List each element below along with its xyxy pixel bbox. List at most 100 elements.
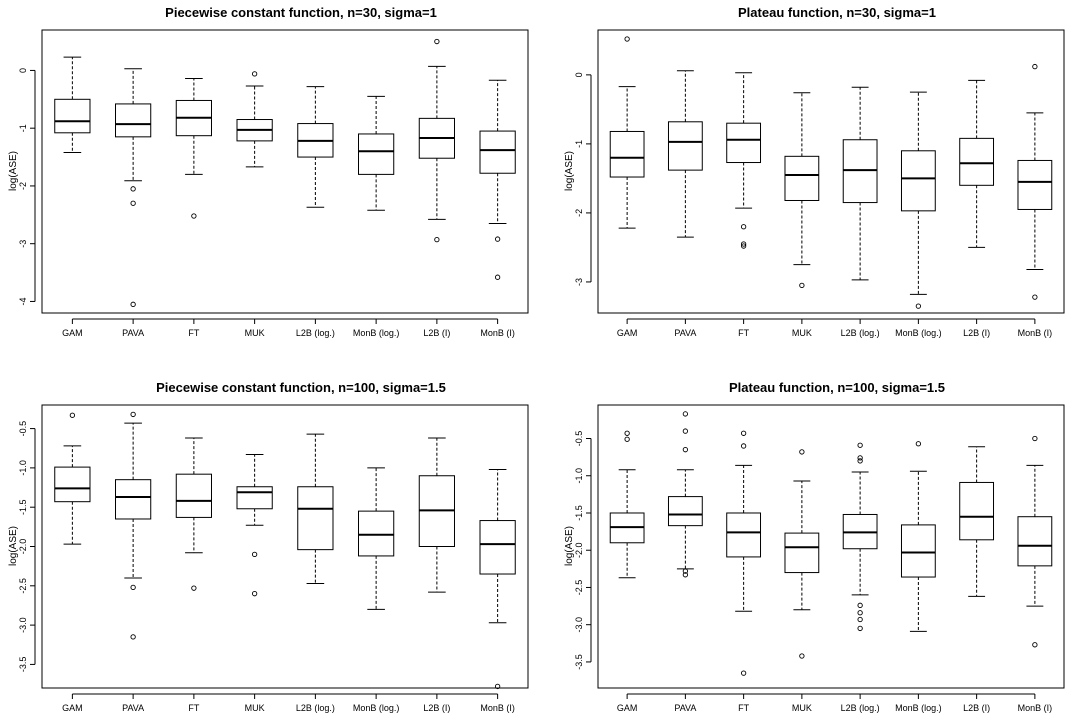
x-tick-label: MonB (log.)	[895, 328, 942, 338]
box-FT	[175, 78, 212, 219]
y-tick-label: -1	[574, 140, 584, 148]
panel-title: Piecewise constant function, n=30, sigma…	[165, 5, 437, 20]
panel-2: Plateau function, n=30, sigma=1 log(ASE)…	[564, 5, 1065, 338]
y-tick-label: -1	[18, 124, 28, 132]
outlier-point	[857, 442, 863, 448]
box-FT	[175, 437, 212, 591]
x-tick-label: L2B (log.)	[296, 328, 335, 338]
box-iqr	[667, 121, 703, 171]
outlier-point	[251, 591, 258, 597]
outlier-point	[915, 303, 922, 309]
box-iqr	[297, 486, 334, 551]
y-tick-label: -1.0	[18, 460, 28, 476]
outlier-point	[434, 237, 440, 243]
x-tick-label: L2B (I)	[963, 328, 990, 338]
outlier-point	[799, 653, 805, 659]
outlier-point	[857, 616, 863, 623]
box-iqr	[1017, 159, 1053, 210]
x-tick-label: MonB (I)	[1018, 703, 1053, 713]
panel-title: Plateau function, n=30, sigma=1	[738, 5, 936, 20]
y-tick-label: -3.5	[18, 657, 28, 673]
outlier-point	[191, 213, 197, 219]
outlier-point	[130, 584, 136, 591]
x-tick-label: MUK	[245, 703, 265, 713]
outlier-point	[494, 683, 501, 690]
x-tick-label: GAM	[62, 328, 83, 338]
box-MonB (log.)	[900, 91, 936, 309]
x-tick-label: L2B (I)	[963, 703, 990, 713]
y-tick-label: -4	[18, 297, 28, 305]
x-tick-label: L2B (I)	[423, 328, 450, 338]
outlier-point	[130, 634, 136, 640]
panel-1: Piecewise constant function, n=30, sigma…	[8, 5, 529, 338]
y-axis-label: log(ASE)	[8, 151, 19, 191]
outlier-point	[682, 572, 689, 578]
box-L2B (log.)	[297, 86, 334, 208]
plot-frame	[597, 404, 1065, 689]
outlier-point	[130, 411, 136, 418]
panel-title: Plateau function, n=100, sigma=1.5	[729, 380, 945, 395]
outlier-point	[494, 274, 501, 280]
plot-area: -0.5 -1.0 -1.5 -2.0 -2.5 -3.0 -3.5 GAM PAVA FT MUK…	[18, 404, 529, 713]
box-MonB (log.)	[358, 95, 395, 211]
box-iqr	[358, 510, 395, 557]
outlier-point	[682, 428, 689, 434]
box-iqr	[667, 496, 703, 527]
y-tick-label: -2	[574, 209, 584, 217]
y-tick-label: -2.0	[574, 542, 584, 558]
x-tick-label: MonB (log.)	[895, 703, 942, 713]
y-tick-label: -3.0	[574, 617, 584, 633]
box-MonB (I)	[1017, 63, 1053, 300]
y-tick-label: -3	[574, 278, 584, 286]
box-L2B (log.)	[297, 433, 334, 584]
box-iqr	[115, 103, 152, 138]
x-tick-label: L2B (log.)	[841, 328, 880, 338]
outlier-point	[1032, 642, 1038, 648]
outlier-point	[857, 602, 863, 608]
box-L2B (I)	[418, 437, 455, 593]
outlier-point	[682, 447, 689, 453]
x-tick-label: MonB (log.)	[353, 328, 400, 338]
outlier-point	[915, 441, 922, 447]
box-PAVA	[115, 411, 152, 640]
box-iqr	[479, 130, 516, 174]
y-axis-label: log(ASE)	[8, 526, 19, 566]
plot-frame	[41, 404, 529, 689]
outlier-point	[130, 200, 136, 206]
box-FT	[726, 430, 762, 676]
box-iqr	[1017, 516, 1053, 567]
plot-area: 0 -1 -2 -3 -4 GAM PAVA FT MUK L2B (log.) MonB (log…	[18, 29, 529, 338]
box-iqr	[54, 98, 91, 134]
outlier-point	[1032, 63, 1038, 70]
box-iqr	[175, 473, 212, 518]
box-iqr	[236, 486, 273, 510]
box-PAVA	[115, 68, 152, 307]
outlier-point	[740, 443, 747, 449]
outlier-point	[682, 568, 689, 574]
x-tick-label: MUK	[792, 703, 812, 713]
x-tick-label: FT	[188, 703, 199, 713]
x-tick-label: FT	[738, 328, 749, 338]
outlier-point	[130, 186, 136, 192]
outlier-point	[494, 236, 501, 242]
box-GAM	[54, 56, 91, 153]
box-iqr	[609, 130, 645, 178]
y-tick-label: -1.0	[574, 468, 584, 484]
y-tick-label: -0.5	[574, 431, 584, 447]
outlier-point	[434, 38, 440, 45]
y-tick-label: -2.0	[18, 539, 28, 555]
outlier-point	[857, 610, 863, 616]
x-tick-label: MonB (I)	[480, 703, 515, 713]
box-MonB (log.)	[358, 467, 395, 610]
box-iqr	[784, 155, 820, 201]
x-tick-label: MonB (I)	[480, 328, 515, 338]
x-tick-label: PAVA	[674, 703, 696, 713]
box-MonB (I)	[1017, 435, 1053, 648]
box-iqr	[959, 481, 995, 541]
outlier-point	[857, 625, 863, 632]
x-tick-label: PAVA	[122, 328, 144, 338]
x-tick-label: FT	[188, 328, 199, 338]
x-tick-label: GAM	[617, 328, 638, 338]
box-MUK	[236, 454, 273, 597]
